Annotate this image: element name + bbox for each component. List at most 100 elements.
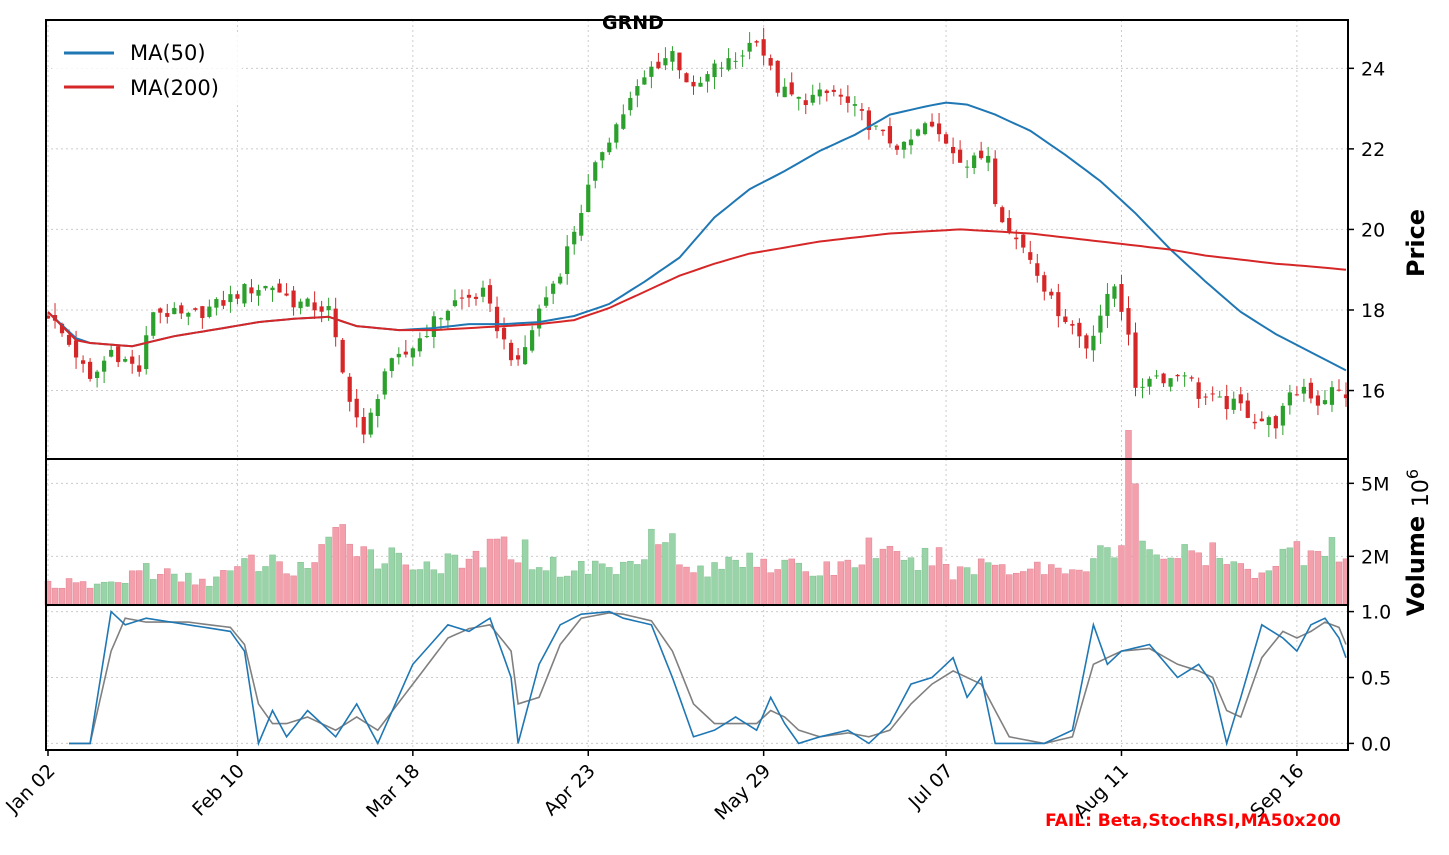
candle-body — [305, 298, 310, 307]
volume-bar — [493, 538, 501, 606]
candle-body — [1245, 400, 1250, 418]
candle-body — [137, 365, 142, 372]
volume-bar — [135, 570, 143, 606]
volume-bar — [121, 583, 129, 606]
candle-body — [593, 162, 598, 181]
volume-bar — [500, 536, 508, 606]
candle-body — [235, 294, 240, 299]
candle-body — [382, 371, 387, 395]
x-tick-label: May 29 — [710, 760, 775, 825]
volume-bar — [164, 568, 171, 606]
candle-body — [354, 398, 359, 418]
volume-bar — [767, 572, 774, 606]
candle-body — [186, 312, 191, 317]
volume-bar — [339, 524, 346, 606]
volume-bar — [977, 558, 985, 606]
volume-bar — [93, 583, 101, 606]
candle-body — [1287, 392, 1292, 406]
candle-body — [1210, 393, 1215, 395]
candle-body — [270, 287, 275, 291]
volume-bar — [114, 582, 122, 606]
volume-bar — [1279, 548, 1287, 606]
volume-bar — [556, 576, 564, 606]
candle-body — [1189, 377, 1194, 379]
volume-bar — [1104, 547, 1111, 606]
candle-body — [221, 300, 226, 306]
candle-body — [965, 166, 970, 168]
candle-body — [1224, 395, 1229, 410]
volume-bar — [283, 573, 290, 606]
candle-body — [179, 305, 184, 314]
candle-body — [775, 60, 780, 93]
volume-bar — [704, 576, 711, 606]
candle-body — [887, 126, 893, 144]
volume-bar — [1125, 430, 1132, 606]
volume-bar — [725, 556, 732, 606]
volume-bar — [353, 556, 360, 606]
price-axis-label: Price — [1402, 209, 1430, 277]
candle-body — [207, 306, 212, 317]
candle-body — [761, 39, 766, 56]
candle-body — [642, 77, 647, 85]
candle-body — [116, 346, 121, 363]
volume-bar — [325, 536, 332, 606]
candle-body — [480, 287, 486, 297]
candle-body — [1161, 373, 1166, 384]
volume-bar — [157, 574, 164, 606]
candle-body — [824, 90, 829, 94]
volume-bar — [1020, 571, 1027, 606]
volume-bar — [234, 566, 241, 606]
candle-body — [866, 110, 871, 130]
volume-bar — [592, 560, 599, 606]
legend-ma50-label: MA(50) — [130, 41, 206, 65]
candle-body — [894, 145, 900, 150]
volume-bar — [900, 559, 908, 606]
candle-body — [950, 146, 956, 154]
candle-body — [389, 358, 394, 372]
volume-bar — [1251, 578, 1259, 606]
volume-bar — [1272, 565, 1280, 606]
volume-bar — [430, 569, 438, 606]
candle-body — [600, 152, 605, 161]
volume-bar — [648, 528, 655, 606]
volume-bar — [1090, 558, 1097, 606]
x-tick-label: Apr 23 — [540, 760, 600, 820]
volume-bar — [802, 571, 809, 606]
volume-bar — [290, 575, 297, 606]
candle-body — [1280, 405, 1285, 426]
price-tick-label: 22 — [1361, 139, 1385, 161]
volume-bar — [823, 561, 831, 606]
volume-bar — [816, 575, 824, 606]
candle-body — [340, 339, 345, 373]
volume-bar — [669, 533, 676, 606]
volume-bar — [690, 572, 697, 606]
volume-bar — [676, 564, 683, 606]
candle-body — [698, 82, 703, 87]
volume-bar — [297, 562, 304, 606]
candle-body — [908, 139, 914, 146]
candle-body — [656, 61, 661, 69]
volume-bar — [262, 566, 269, 606]
volume-bar — [381, 563, 389, 606]
volume-bar — [444, 553, 452, 606]
volume-scale-label: 106 — [1403, 469, 1434, 507]
volume-bar — [465, 558, 473, 606]
volume-bar — [1335, 561, 1343, 606]
candle-body — [747, 42, 752, 52]
volume-bar — [178, 581, 185, 606]
volume-bar — [928, 565, 936, 606]
volume-bar — [781, 559, 788, 606]
volume-bar — [711, 562, 718, 606]
candle-body — [810, 94, 815, 103]
candle-body — [1252, 421, 1257, 424]
candle-body — [459, 297, 465, 299]
volume-bar — [844, 559, 852, 606]
candle-body — [1021, 234, 1026, 248]
volume-bar — [248, 554, 255, 606]
candle-body — [1154, 375, 1159, 377]
volume-bar — [991, 564, 999, 606]
volume-bar — [1097, 545, 1104, 606]
candle-body — [410, 348, 415, 358]
candle-body — [789, 82, 794, 95]
